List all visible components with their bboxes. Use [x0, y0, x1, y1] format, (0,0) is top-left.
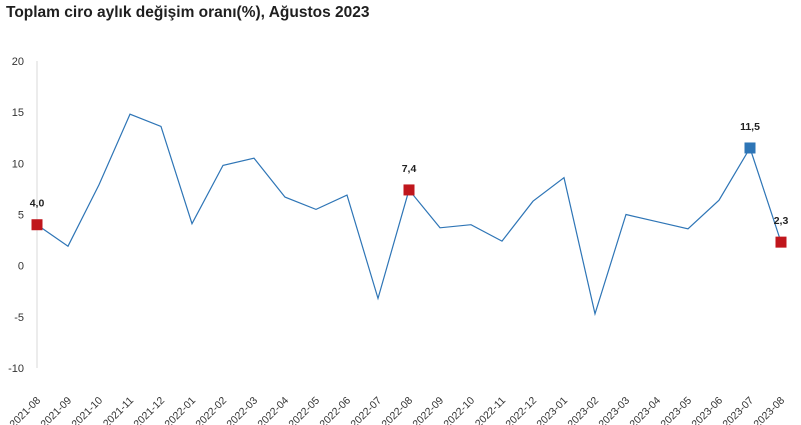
highlight-marker	[744, 142, 756, 154]
x-tick-label: 2023-06	[689, 395, 725, 425]
x-tick-label: 2021-11	[101, 395, 136, 425]
highlight-marker	[31, 219, 43, 231]
x-tick-label: 2022-01	[162, 395, 198, 425]
x-tick-label: 2022-02	[193, 395, 229, 425]
x-tick-label: 2022-07	[348, 395, 384, 425]
data-label: 7,4	[402, 163, 417, 175]
x-tick-label: 2023-04	[627, 395, 663, 425]
x-tick-label: 2021-08	[7, 395, 43, 425]
x-tick-label: 2022-11	[473, 395, 508, 425]
x-tick-label: 2023-03	[596, 395, 632, 425]
x-tick-label: 2022-12	[503, 395, 539, 425]
y-tick-label: 15	[12, 107, 24, 119]
x-tick-label: 2022-03	[224, 395, 260, 425]
x-tick-label: 2021-09	[38, 395, 74, 425]
x-tick-label: 2023-08	[751, 395, 787, 425]
x-tick-label: 2022-06	[317, 395, 353, 425]
y-tick-label: 0	[18, 261, 24, 273]
x-tick-label: 2022-04	[255, 395, 291, 425]
x-tick-label: 2021-10	[69, 395, 105, 425]
highlight-marker	[403, 184, 415, 196]
y-tick-label: 5	[18, 210, 24, 222]
data-label: 4,0	[30, 198, 45, 210]
x-tick-label: 2022-05	[286, 395, 322, 425]
highlight-marker	[775, 236, 787, 248]
y-tick-label: 20	[12, 56, 24, 68]
y-tick-label: 10	[12, 158, 24, 170]
y-tick-label: -5	[14, 312, 24, 324]
x-tick-label: 2022-09	[410, 395, 446, 425]
x-tick-label: 2021-12	[131, 395, 167, 425]
chart-title: Toplam ciro aylık değişim oranı(%), Ağus…	[6, 4, 370, 21]
x-tick-label: 2023-05	[658, 395, 694, 425]
x-tick-label: 2023-01	[534, 395, 570, 425]
series-line	[36, 113, 782, 317]
y-tick-label: -10	[8, 363, 24, 375]
x-tick-label: 2022-10	[441, 395, 477, 425]
data-label: 2,3	[774, 215, 789, 227]
data-label: 11,5	[740, 121, 760, 133]
x-tick-label: 2022-08	[379, 395, 415, 425]
x-tick-label: 2023-02	[565, 395, 601, 425]
x-tick-label: 2023-07	[720, 395, 756, 425]
